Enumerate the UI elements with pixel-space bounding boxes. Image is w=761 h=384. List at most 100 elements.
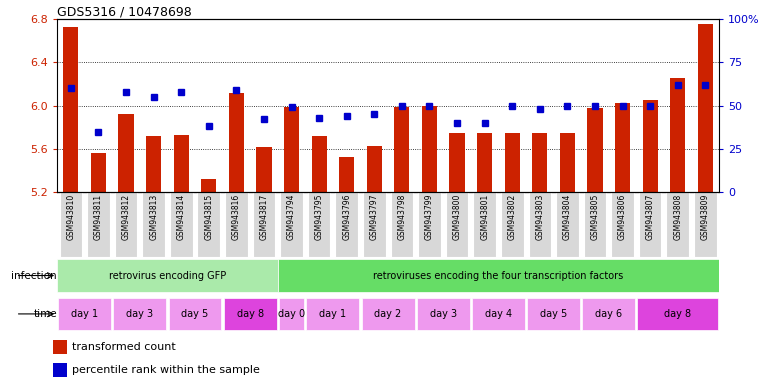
Text: GSM943808: GSM943808 [673, 194, 683, 240]
FancyBboxPatch shape [473, 192, 496, 257]
Text: GSM943801: GSM943801 [480, 194, 489, 240]
FancyBboxPatch shape [225, 192, 247, 257]
Text: day 6: day 6 [595, 309, 622, 319]
Text: time: time [33, 309, 57, 319]
FancyBboxPatch shape [279, 298, 304, 330]
Text: infection: infection [11, 270, 57, 281]
Text: GSM943807: GSM943807 [645, 194, 654, 240]
Text: retroviruses encoding the four transcription factors: retroviruses encoding the four transcrip… [374, 270, 623, 281]
Bar [587, 108, 603, 192]
Text: GSM943815: GSM943815 [204, 194, 213, 240]
FancyBboxPatch shape [278, 259, 719, 292]
FancyBboxPatch shape [170, 192, 193, 257]
Text: GSM943814: GSM943814 [177, 194, 186, 240]
Bar [532, 132, 547, 192]
Text: GSM943816: GSM943816 [232, 194, 241, 240]
FancyBboxPatch shape [58, 298, 111, 330]
Bar [91, 153, 106, 192]
FancyBboxPatch shape [168, 298, 221, 330]
Text: GSM943804: GSM943804 [563, 194, 572, 240]
Text: GSM943794: GSM943794 [287, 194, 296, 240]
Bar [174, 135, 189, 192]
FancyBboxPatch shape [390, 192, 413, 257]
FancyBboxPatch shape [611, 192, 634, 257]
FancyBboxPatch shape [529, 192, 551, 257]
Text: GSM943817: GSM943817 [260, 194, 269, 240]
Text: day 1: day 1 [71, 309, 98, 319]
Bar [63, 27, 78, 192]
Text: day 1: day 1 [320, 309, 346, 319]
Bar [311, 136, 326, 192]
FancyBboxPatch shape [361, 298, 415, 330]
Bar [229, 93, 244, 192]
Text: day 2: day 2 [374, 309, 402, 319]
FancyBboxPatch shape [501, 192, 524, 257]
FancyBboxPatch shape [113, 298, 167, 330]
Bar [477, 132, 492, 192]
Text: GSM943796: GSM943796 [342, 194, 352, 240]
FancyBboxPatch shape [224, 298, 277, 330]
FancyBboxPatch shape [253, 192, 275, 257]
FancyBboxPatch shape [280, 192, 303, 257]
FancyBboxPatch shape [115, 192, 137, 257]
FancyBboxPatch shape [584, 192, 607, 257]
Text: GSM943798: GSM943798 [397, 194, 406, 240]
FancyBboxPatch shape [198, 192, 220, 257]
Text: GSM943806: GSM943806 [618, 194, 627, 240]
FancyBboxPatch shape [667, 192, 689, 257]
FancyBboxPatch shape [527, 298, 580, 330]
Text: day 8: day 8 [237, 309, 264, 319]
Text: GSM943812: GSM943812 [122, 194, 131, 240]
Bar [450, 132, 465, 192]
Text: GSM943810: GSM943810 [66, 194, 75, 240]
Text: day 4: day 4 [485, 309, 512, 319]
FancyBboxPatch shape [307, 298, 359, 330]
FancyBboxPatch shape [59, 192, 82, 257]
Text: GSM943813: GSM943813 [149, 194, 158, 240]
Text: GSM943802: GSM943802 [508, 194, 517, 240]
Bar [367, 146, 382, 192]
Text: GSM943805: GSM943805 [591, 194, 600, 240]
Text: GSM943809: GSM943809 [701, 194, 710, 240]
FancyBboxPatch shape [582, 298, 635, 330]
Bar [615, 103, 630, 192]
Bar [394, 107, 409, 192]
Bar [119, 114, 134, 192]
Text: day 0: day 0 [278, 309, 305, 319]
Bar [146, 136, 161, 192]
Text: day 5: day 5 [181, 309, 209, 319]
FancyBboxPatch shape [472, 298, 525, 330]
FancyBboxPatch shape [88, 192, 110, 257]
FancyBboxPatch shape [336, 192, 358, 257]
Text: day 5: day 5 [540, 309, 567, 319]
Bar [560, 132, 575, 192]
Bar [284, 107, 299, 192]
FancyBboxPatch shape [638, 298, 718, 330]
Text: day 3: day 3 [126, 309, 154, 319]
Bar [505, 132, 520, 192]
Bar [256, 147, 272, 192]
Bar [53, 340, 67, 354]
FancyBboxPatch shape [556, 192, 578, 257]
Text: GSM943811: GSM943811 [94, 194, 103, 240]
Text: GSM943797: GSM943797 [370, 194, 379, 240]
Text: day 8: day 8 [664, 309, 691, 319]
FancyBboxPatch shape [639, 192, 661, 257]
FancyBboxPatch shape [446, 192, 468, 257]
FancyBboxPatch shape [142, 192, 165, 257]
Text: GSM943803: GSM943803 [535, 194, 544, 240]
Bar [698, 23, 713, 192]
FancyBboxPatch shape [57, 259, 278, 292]
Bar [422, 106, 437, 192]
Bar [339, 157, 355, 192]
Text: GSM943799: GSM943799 [425, 194, 434, 240]
FancyBboxPatch shape [363, 192, 386, 257]
FancyBboxPatch shape [308, 192, 330, 257]
Text: day 3: day 3 [430, 309, 457, 319]
Bar [670, 78, 686, 192]
FancyBboxPatch shape [417, 298, 470, 330]
Text: GDS5316 / 10478698: GDS5316 / 10478698 [57, 5, 192, 18]
Text: retrovirus encoding GFP: retrovirus encoding GFP [109, 270, 226, 281]
Bar [53, 363, 67, 377]
FancyBboxPatch shape [694, 192, 717, 257]
